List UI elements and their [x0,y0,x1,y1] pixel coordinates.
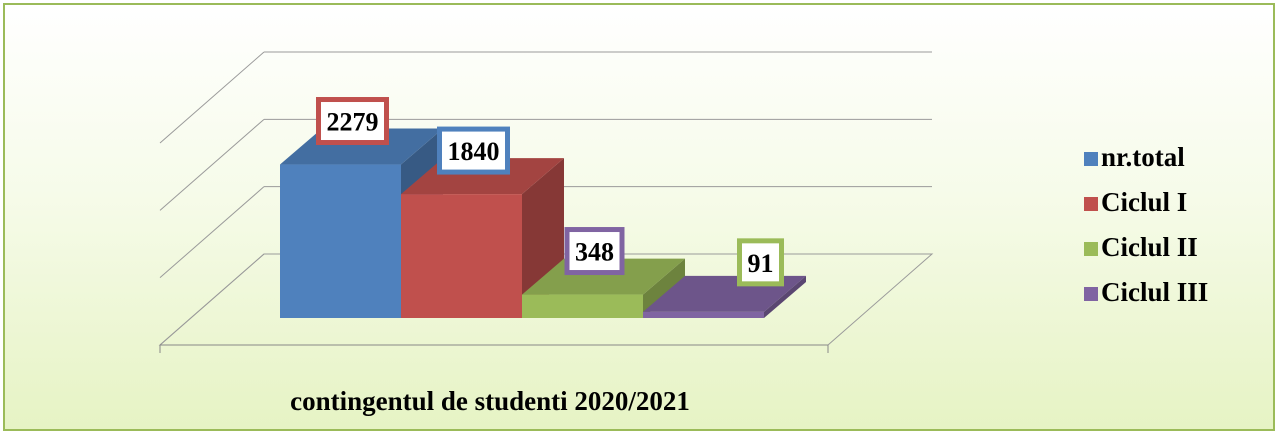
data-label: 91 [748,249,774,278]
data-label-box [316,97,389,146]
legend-label: Ciclul II [1101,232,1198,262]
legend-swatch [1084,197,1098,211]
grid-line [159,186,265,279]
legend-swatch [1084,152,1098,166]
legend-swatch [1084,242,1098,256]
data-label-box [737,238,784,287]
data-label: 1840 [448,137,500,166]
bar-top [522,258,685,295]
legend-label: Ciclul I [1101,187,1187,217]
grid-line [159,51,265,144]
data-label: 348 [575,238,614,267]
legend-label: Ciclul III [1101,277,1208,307]
bar [643,311,764,318]
legend-label: nr.total [1101,142,1185,172]
bar-side [764,275,806,318]
chart-frame [3,3,1275,431]
x-tick-label: contingentul de studenti 2020/2021 [290,386,690,416]
data-label-box [564,227,625,276]
bar [401,194,522,318]
legend-swatch [1084,287,1098,301]
data-label-box [437,126,510,175]
bar [522,294,643,318]
data-label: 2279 [327,108,379,137]
bar [280,164,401,318]
grid-line [159,118,265,211]
